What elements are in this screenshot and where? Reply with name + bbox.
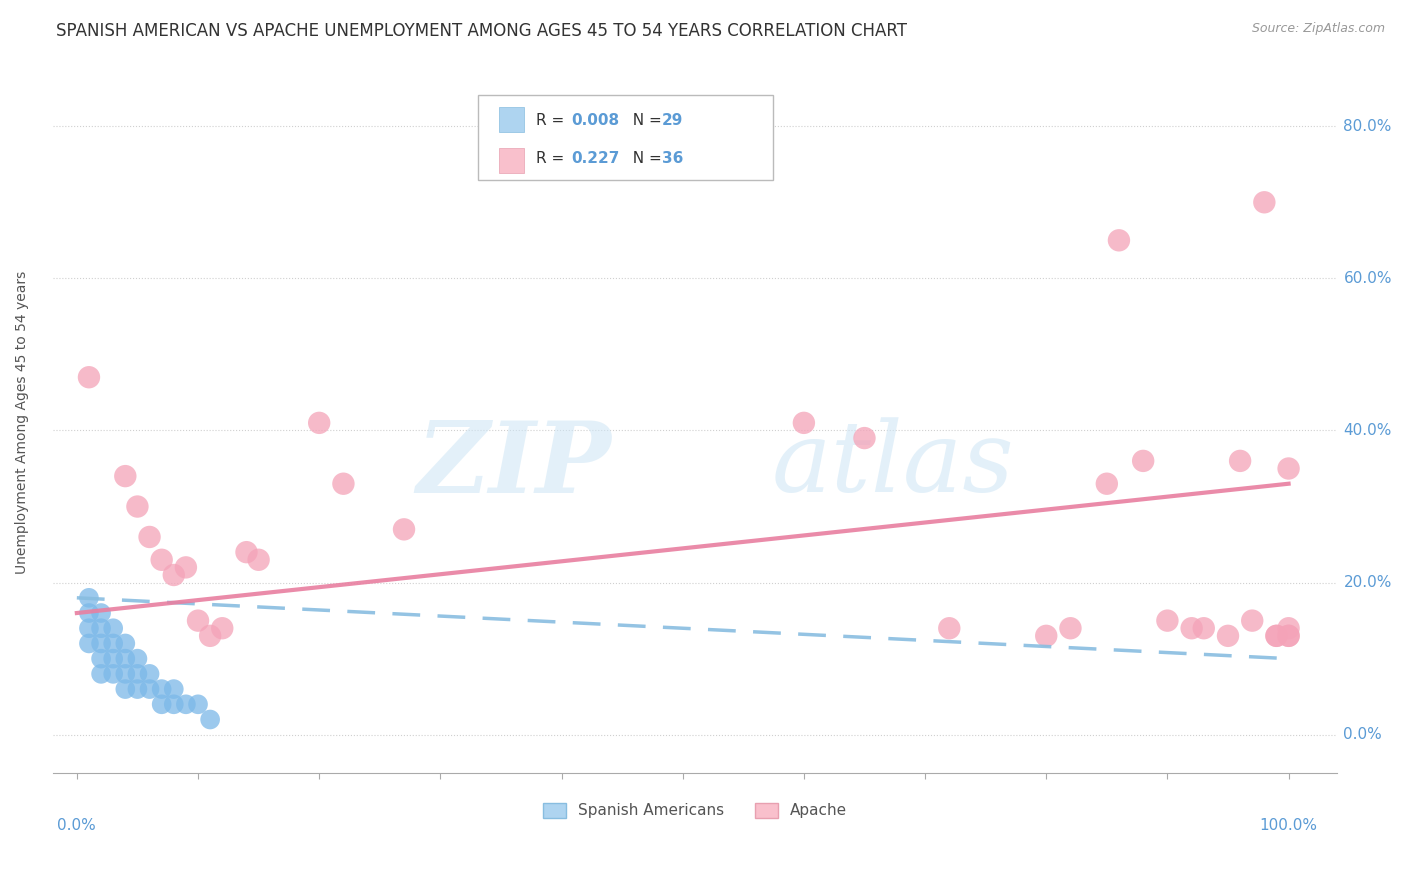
Point — [332, 476, 354, 491]
Text: 29: 29 — [662, 113, 683, 128]
Point — [138, 530, 160, 544]
Point — [1277, 629, 1299, 643]
Text: 36: 36 — [662, 151, 683, 166]
Point — [77, 621, 100, 635]
Point — [114, 666, 136, 681]
Point — [103, 621, 125, 635]
Text: 0.227: 0.227 — [571, 151, 619, 166]
Text: 60.0%: 60.0% — [1344, 271, 1392, 285]
Point — [793, 416, 815, 430]
Point — [187, 698, 209, 712]
Point — [235, 545, 257, 559]
Text: 0.0%: 0.0% — [58, 818, 96, 833]
Point — [1181, 621, 1204, 635]
Point — [90, 636, 112, 650]
Point — [114, 469, 136, 483]
Point — [198, 713, 221, 727]
Text: SPANISH AMERICAN VS APACHE UNEMPLOYMENT AMONG AGES 45 TO 54 YEARS CORRELATION CH: SPANISH AMERICAN VS APACHE UNEMPLOYMENT … — [56, 22, 907, 40]
Point — [103, 651, 125, 665]
Text: 0.0%: 0.0% — [1344, 727, 1382, 742]
Point — [127, 666, 149, 681]
Point — [174, 698, 197, 712]
Point — [127, 500, 149, 514]
Point — [127, 682, 149, 697]
Point — [163, 568, 186, 582]
Point — [1277, 621, 1299, 635]
Point — [150, 553, 173, 567]
Point — [1192, 621, 1215, 635]
Point — [77, 636, 100, 650]
Point — [1156, 614, 1178, 628]
Point — [163, 682, 186, 697]
Text: 100.0%: 100.0% — [1260, 818, 1317, 833]
Text: 0.008: 0.008 — [571, 113, 619, 128]
Point — [138, 666, 160, 681]
Text: ZIP: ZIP — [416, 417, 612, 513]
Point — [1095, 476, 1118, 491]
Legend: Spanish Americans, Apache: Spanish Americans, Apache — [537, 797, 853, 824]
Text: 40.0%: 40.0% — [1344, 423, 1392, 438]
Point — [77, 591, 100, 605]
Point — [247, 553, 270, 567]
Point — [103, 636, 125, 650]
Point — [114, 636, 136, 650]
Point — [150, 698, 173, 712]
Point — [308, 416, 330, 430]
Point — [1253, 195, 1275, 210]
Text: R =: R = — [536, 151, 569, 166]
Point — [198, 629, 221, 643]
Text: N =: N = — [623, 113, 666, 128]
Point — [1277, 629, 1299, 643]
Point — [90, 621, 112, 635]
Point — [150, 682, 173, 697]
Point — [163, 698, 186, 712]
Point — [938, 621, 960, 635]
Point — [114, 682, 136, 697]
Point — [77, 370, 100, 384]
Point — [1241, 614, 1264, 628]
Point — [77, 606, 100, 620]
Text: Source: ZipAtlas.com: Source: ZipAtlas.com — [1251, 22, 1385, 36]
Text: 20.0%: 20.0% — [1344, 575, 1392, 591]
Text: N =: N = — [623, 151, 666, 166]
Point — [187, 614, 209, 628]
Point — [392, 522, 415, 536]
Point — [127, 651, 149, 665]
Point — [211, 621, 233, 635]
Point — [114, 651, 136, 665]
Point — [90, 666, 112, 681]
Point — [1132, 454, 1154, 468]
Point — [138, 682, 160, 697]
Point — [90, 651, 112, 665]
Point — [174, 560, 197, 574]
Point — [103, 666, 125, 681]
Text: 80.0%: 80.0% — [1344, 119, 1392, 134]
Point — [853, 431, 876, 445]
Point — [1035, 629, 1057, 643]
Point — [1108, 233, 1130, 247]
Point — [1265, 629, 1288, 643]
Text: atlas: atlas — [772, 417, 1015, 513]
Point — [90, 606, 112, 620]
Point — [1229, 454, 1251, 468]
Point — [1265, 629, 1288, 643]
Point — [1216, 629, 1239, 643]
Y-axis label: Unemployment Among Ages 45 to 54 years: Unemployment Among Ages 45 to 54 years — [15, 271, 30, 574]
Text: R =: R = — [536, 113, 569, 128]
Point — [1059, 621, 1081, 635]
Point — [1277, 461, 1299, 475]
